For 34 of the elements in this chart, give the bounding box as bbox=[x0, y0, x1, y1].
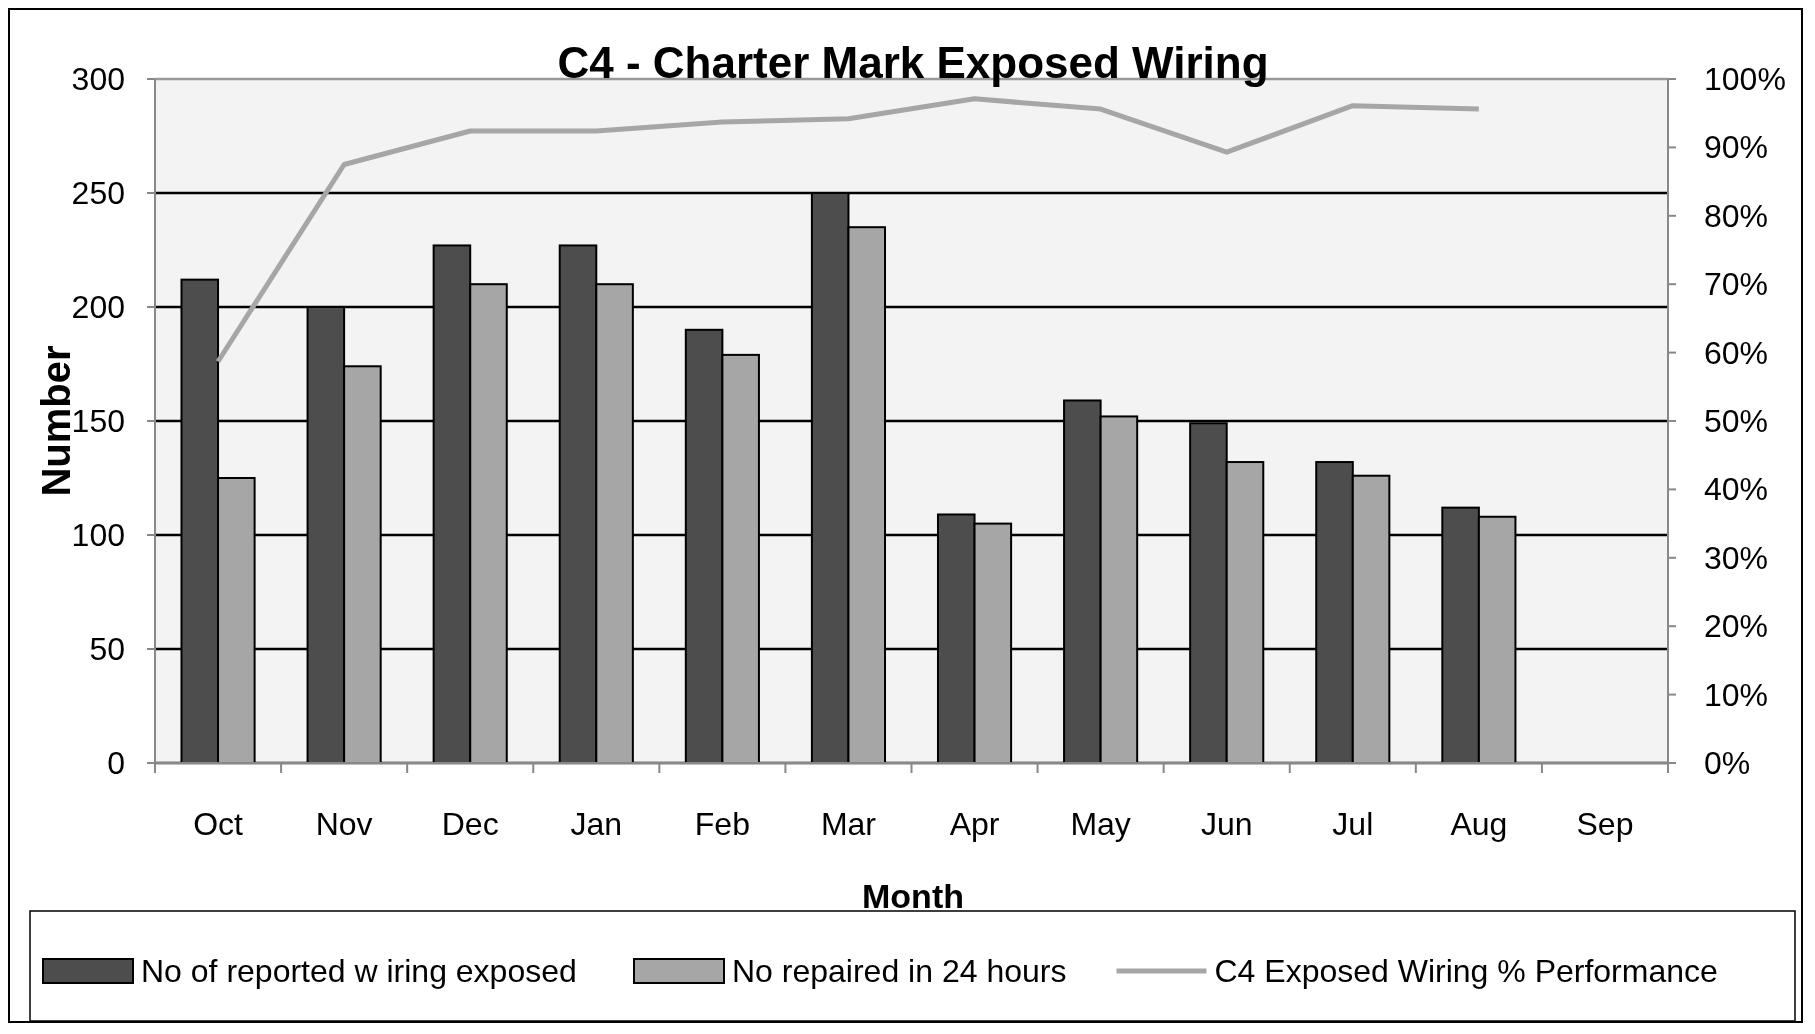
y2-tick-label: 0% bbox=[1704, 745, 1751, 781]
y-tick-label: 50 bbox=[89, 631, 125, 667]
x-tick-label: Dec bbox=[441, 806, 499, 842]
x-tick-label: Nov bbox=[315, 806, 373, 842]
y2-tick-label: 100% bbox=[1704, 61, 1786, 97]
y2-tick-label: 40% bbox=[1704, 471, 1769, 508]
y2-tick-label: 90% bbox=[1704, 129, 1769, 166]
y-tick-label: 200 bbox=[71, 289, 125, 325]
y2-tick-label: 80% bbox=[1704, 197, 1769, 234]
y-tick-label: 0 bbox=[107, 745, 125, 781]
x-tick-label: Oct bbox=[193, 806, 244, 842]
x-tick-label: Mar bbox=[820, 806, 877, 842]
chart-title: C4 - Charter Mark Exposed Wiring bbox=[557, 38, 1269, 87]
legend-label: C4 Exposed Wiring % Performance bbox=[1214, 953, 1718, 989]
x-tick-label: Jun bbox=[1200, 806, 1253, 842]
y-tick-label: 100 bbox=[71, 517, 125, 553]
y2-tick-label: 20% bbox=[1704, 608, 1769, 645]
x-tick-label: Apr bbox=[949, 806, 1000, 842]
x-tick-label: Feb bbox=[694, 806, 750, 842]
x-tick-label: Aug bbox=[1450, 806, 1508, 842]
y2-tick-label: 50% bbox=[1704, 403, 1769, 439]
y2-tick-label: 70% bbox=[1704, 266, 1769, 303]
x-tick-label: Sep bbox=[1576, 806, 1634, 842]
y2-tick-label: 30% bbox=[1704, 539, 1769, 576]
y-tick-label: 250 bbox=[71, 175, 125, 211]
x-axis-title: Month bbox=[862, 877, 964, 915]
y2-tick-label: 60% bbox=[1704, 334, 1769, 371]
legend-label: No repaired in 24 hours bbox=[732, 953, 1067, 989]
y-tick-label: 300 bbox=[71, 61, 125, 97]
x-tick-label: Jan bbox=[570, 806, 623, 842]
legend-label: No of reported w iring exposed bbox=[141, 953, 577, 989]
x-tick-label: May bbox=[1070, 806, 1131, 842]
y2-tick-label: 10% bbox=[1704, 676, 1769, 713]
x-tick-label: Jul bbox=[1332, 806, 1374, 842]
